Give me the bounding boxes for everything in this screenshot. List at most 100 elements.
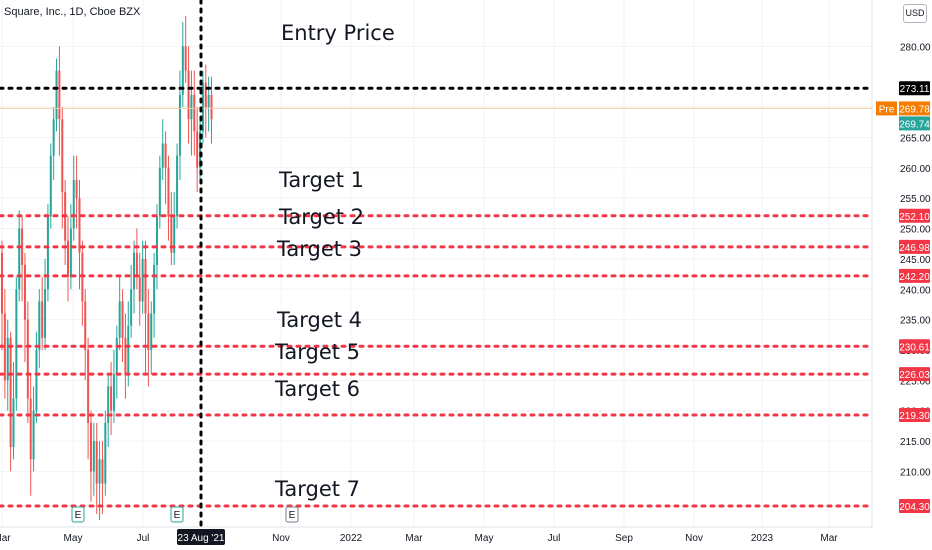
earnings-marker: E <box>285 506 299 523</box>
candle-body <box>3 313 6 381</box>
x-tick-label: Sep <box>615 533 633 544</box>
target-price-tag: 230.61 <box>899 339 930 354</box>
candle-body <box>89 422 92 472</box>
candle-body <box>75 179 78 199</box>
x-tick-label: 2022 <box>340 533 363 544</box>
candle-body <box>26 319 29 399</box>
candle-body <box>153 264 156 314</box>
crosshair-date-bg <box>177 529 225 545</box>
candle-body <box>58 70 61 120</box>
target-price-tag: 246.98 <box>899 239 930 254</box>
candle-body <box>164 143 167 168</box>
price-tag-bg <box>899 367 930 382</box>
price-tag-bg <box>899 268 930 283</box>
price-tag-value: 204.30 <box>899 502 930 513</box>
candle-body <box>67 240 70 278</box>
candle-body <box>87 349 90 423</box>
earnings-marker: E <box>71 506 85 523</box>
price-tag-bg <box>899 407 930 422</box>
y-tick-label: 250.00 <box>900 225 931 236</box>
premarket-tag-bg <box>899 101 930 116</box>
candle-body <box>141 258 144 302</box>
candle-body <box>32 410 35 460</box>
earnings-letter: E <box>75 510 82 521</box>
candle-body <box>150 313 153 350</box>
candle-body <box>121 301 124 338</box>
price-tag-value: 273.11 <box>900 84 930 95</box>
target-label: Target 1 <box>278 168 364 192</box>
candle-body <box>61 119 64 193</box>
y-tick-label: 280.00 <box>900 42 931 53</box>
x-tick-label: Jul <box>548 533 561 544</box>
target-price-tag: 242.20 <box>899 268 930 283</box>
candle-body <box>190 94 193 120</box>
target-price-tag: 252.10 <box>899 208 930 223</box>
y-tick-label: 265.00 <box>900 133 931 144</box>
earnings-icon <box>285 506 299 523</box>
candle-body <box>41 301 44 338</box>
candle-body <box>210 94 213 120</box>
target-price-tag: 219.30 <box>899 407 930 422</box>
y-tick-label: 240.00 <box>900 285 931 296</box>
candle-body <box>170 216 173 253</box>
target-price-tag: 204.30 <box>899 499 930 514</box>
candle-body <box>158 167 161 217</box>
candle-body <box>92 441 95 472</box>
candle-body <box>52 119 55 156</box>
candle-body <box>23 264 26 320</box>
candle-body <box>69 228 72 278</box>
y-tick-label: 225.00 <box>900 376 931 387</box>
candle-body <box>112 374 115 411</box>
target-label: Target 3 <box>276 237 362 261</box>
candle-body <box>46 216 49 290</box>
crosshair: 23 Aug '21 <box>177 0 225 545</box>
candle-body <box>9 337 12 448</box>
candle-body <box>138 277 141 302</box>
candle-body <box>176 155 179 217</box>
price-tag-bg <box>899 81 930 96</box>
x-tick-label: Jul <box>137 533 150 544</box>
y-tick-label: 255.00 <box>900 194 931 205</box>
candle-body <box>130 289 133 326</box>
candle-body <box>72 179 75 229</box>
y-tick-label: 215.00 <box>900 437 931 448</box>
price-tag-bg <box>899 339 930 354</box>
candle-body <box>44 289 47 338</box>
candle-body <box>124 337 127 375</box>
premarket-tag: Pre 269.78 <box>876 101 930 116</box>
price-tag-value: 226.03 <box>899 370 930 381</box>
y-tick-label: 235.00 <box>900 316 931 327</box>
x-tick-label: 2023 <box>751 533 774 544</box>
candle-body <box>95 441 98 484</box>
y-tick-label: 245.00 <box>900 255 931 266</box>
candle-body <box>187 70 190 120</box>
last-price-tag: 269.74 <box>899 116 930 131</box>
candle-body <box>98 459 101 484</box>
entry-price-label: Entry Price <box>281 21 395 45</box>
x-tick-label: Mar <box>0 533 11 544</box>
candle-body <box>118 301 121 338</box>
target-label: Target 5 <box>274 340 360 364</box>
candle-body <box>6 337 9 381</box>
target-label: Target 7 <box>274 477 360 501</box>
candle-body <box>161 143 164 168</box>
earnings-icon <box>170 506 184 523</box>
candle-body <box>12 398 15 448</box>
premarket-tag-label: Pre <box>879 104 895 115</box>
symbol-title: Square, Inc., 1D, Cboe BZX <box>4 6 141 18</box>
price-tag-bg <box>899 208 930 223</box>
crosshair-date-label: 23 Aug '21 <box>178 533 225 544</box>
x-tick-label: Nov <box>272 533 290 544</box>
price-tag-value: 252.10 <box>899 212 930 223</box>
price-tag-value: 246.98 <box>899 243 930 254</box>
target-label: Target 6 <box>274 377 360 401</box>
price-tag-bg <box>899 499 930 514</box>
currency-badge[interactable]: USD <box>903 4 927 23</box>
price-levels: Entry Price Target 1 Target 2 Target 3 Targe… <box>0 21 874 508</box>
x-tick-label: May <box>475 533 494 544</box>
premarket-tag-value: 269.78 <box>899 104 930 115</box>
grid <box>0 0 872 527</box>
candle-body <box>184 46 187 71</box>
